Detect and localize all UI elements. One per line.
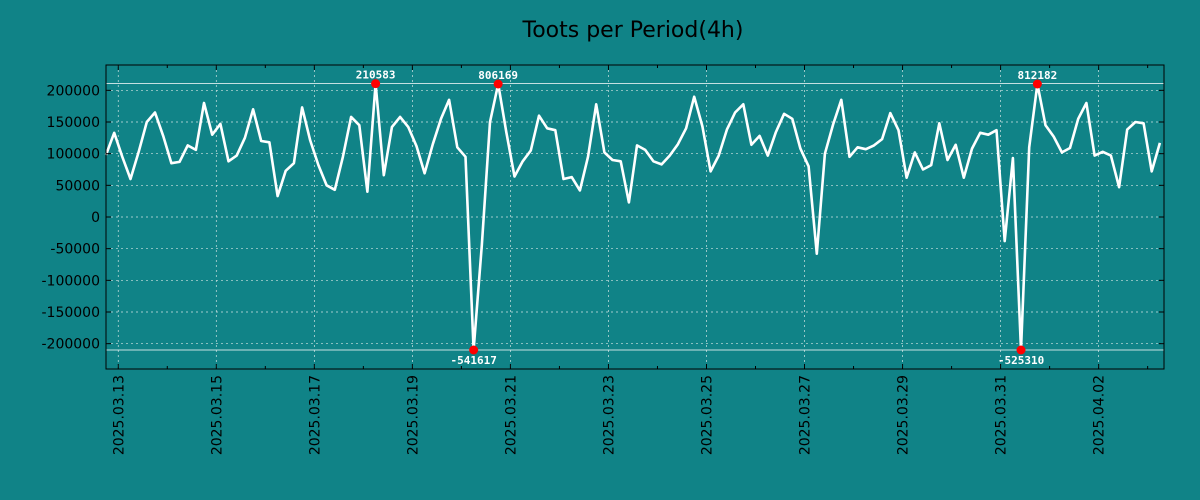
x-axis: 2025.03.13 2025.03.15 2025.03.17 2025.03.19…: [111, 65, 1149, 455]
y-tick-label: -200000: [42, 337, 101, 353]
y-tick-label: -100000: [42, 273, 101, 289]
series-line: [104, 82, 1162, 352]
y-tick-label: 150000: [47, 115, 100, 131]
y-tick-label: 100000: [47, 147, 100, 163]
x-tick-label: 2025.03.27: [798, 375, 814, 455]
peak-marker: [493, 79, 503, 89]
series-line-group: [104, 82, 1162, 352]
y-tick-label: -50000: [50, 242, 100, 258]
peak-marker: [469, 345, 479, 355]
chart-title: Toots per Period(4h): [522, 18, 744, 43]
y-tick-label: 200000: [47, 83, 100, 99]
x-tick-label: 2025.04.02: [1092, 375, 1108, 455]
x-tick-label: 2025.03.21: [503, 375, 519, 455]
x-tick-label: 2025.03.25: [699, 375, 715, 455]
peak-label: 210583: [356, 69, 396, 82]
x-tick-label: 2025.03.31: [994, 375, 1010, 455]
x-tick-label: 2025.03.23: [601, 375, 617, 455]
peak-label: -525310: [998, 354, 1044, 367]
peak-marker: [371, 79, 381, 89]
y-tick-label: 50000: [55, 178, 100, 194]
peak-marker: [1016, 345, 1026, 355]
x-tick-label: 2025.03.13: [111, 375, 127, 455]
x-tick-label: 2025.03.19: [405, 375, 421, 455]
y-tick-label: -150000: [42, 305, 101, 321]
peak-labels: 210583 806169 -541617 812182 -525310: [356, 69, 1058, 367]
y-tick-label: 0: [91, 210, 100, 226]
x-tick-label: 2025.03.29: [896, 375, 912, 455]
peak-label: -541617: [450, 354, 496, 367]
peak-label: 812182: [1017, 69, 1057, 82]
reference-lines: [106, 83, 1164, 351]
peak-label: 806169: [478, 69, 518, 82]
peak-markers: [371, 79, 1042, 355]
x-tick-label: 2025.03.17: [307, 375, 323, 455]
x-tick-label: 2025.03.15: [209, 375, 225, 455]
y-axis: 200000 150000 100000 50000 0 -50000 -100000 -15…: [42, 83, 1164, 353]
peak-marker: [1032, 79, 1042, 89]
